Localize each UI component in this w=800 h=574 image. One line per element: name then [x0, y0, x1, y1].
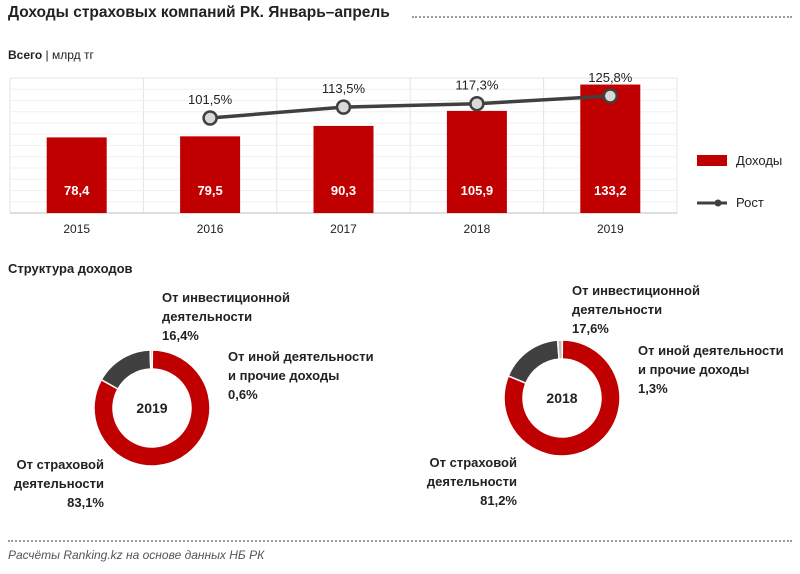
label-other-text: От иной деятельности	[638, 343, 784, 358]
donut-slice	[149, 349, 154, 370]
growth-label: 125,8%	[588, 70, 633, 85]
label-insurance-percent: 83,1%	[67, 495, 104, 510]
structure-title: Структура доходов	[8, 261, 133, 276]
legend-label-income: Доходы	[736, 153, 782, 168]
label-other-text: и прочие доходы	[228, 368, 339, 383]
label-insurance-text: От страховой	[430, 455, 517, 470]
label-other-percent: 0,6%	[228, 387, 258, 402]
legend-marker-growth	[714, 199, 722, 207]
label-other-text: и прочие доходы	[638, 362, 749, 377]
bar-income	[313, 125, 374, 213]
bar-value-label: 105,9	[461, 183, 494, 198]
label-other-percent: 1,3%	[638, 381, 668, 396]
donut-center-label: 2018	[546, 390, 577, 406]
x-tick-label: 2019	[597, 222, 624, 236]
growth-marker	[602, 88, 619, 104]
donut-center-label: 2019	[136, 400, 167, 416]
label-investment-text: деятельности	[572, 302, 662, 317]
label-other-text: От иной деятельности	[228, 349, 374, 364]
label-insurance-text: деятельности	[427, 474, 517, 489]
source-note: Расчёты Ranking.kz на основе данных НБ Р…	[8, 548, 265, 562]
label-investment-percent: 16,4%	[162, 328, 199, 343]
label-investment-text: От инвестиционной	[162, 290, 290, 305]
bar-income	[180, 136, 241, 213]
donut-slice	[100, 349, 152, 391]
subtitle-bold: Всего	[8, 48, 43, 62]
growth-marker	[335, 99, 352, 115]
chart-title: Доходы страховых компаний РК. Январь–апр…	[8, 4, 390, 21]
growth-label: 117,3%	[455, 78, 499, 93]
donut-slice	[93, 349, 211, 467]
growth-label: 101,5%	[188, 92, 233, 107]
footer-divider	[8, 540, 792, 542]
bar-income	[580, 84, 641, 213]
label-insurance-text: От страховой	[17, 457, 104, 472]
label-investment-percent: 17,6%	[572, 321, 609, 336]
bar-value-label: 78,4	[64, 183, 90, 198]
label-insurance-text: деятельности	[14, 476, 104, 491]
subtitle-unit: | млрд тг	[45, 48, 94, 62]
donut-slice	[556, 339, 564, 360]
legend-swatch-income	[697, 155, 727, 166]
donut-slice	[507, 339, 560, 385]
label-investment-text: деятельности	[162, 309, 252, 324]
x-tick-label: 2015	[63, 222, 90, 236]
x-tick-label: 2018	[464, 222, 491, 236]
chart-subtitle: Всего | млрд тг	[8, 48, 94, 62]
growth-marker	[469, 95, 485, 112]
bar-value-label: 79,5	[197, 183, 222, 198]
growth-line	[209, 94, 611, 120]
bar-value-label: 133,2	[594, 183, 627, 198]
x-tick-label: 2017	[330, 222, 357, 236]
label-investment-text: От инвестиционной	[572, 283, 700, 298]
title-divider	[412, 16, 792, 18]
legend-label-growth: Рост	[736, 195, 764, 210]
bar-value-label: 90,3	[331, 183, 356, 198]
growth-marker	[202, 110, 218, 126]
donut-slice	[503, 339, 621, 457]
growth-label: 113,5%	[322, 81, 366, 96]
bar-income	[446, 110, 507, 213]
label-insurance-percent: 81,2%	[480, 493, 517, 508]
bar-income	[46, 137, 107, 213]
x-tick-label: 2016	[197, 222, 224, 236]
